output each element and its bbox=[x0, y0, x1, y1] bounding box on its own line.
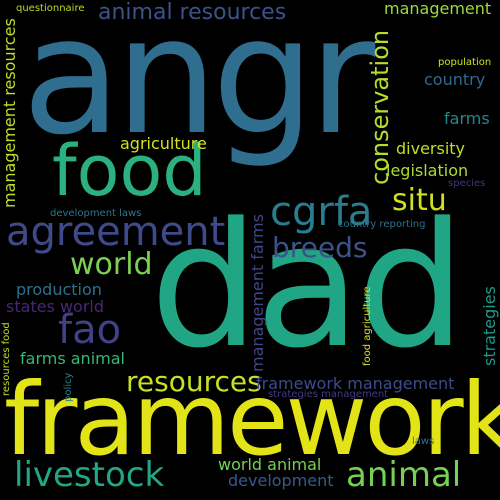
word-country: country bbox=[424, 70, 486, 89]
word-food: food bbox=[52, 130, 207, 212]
word-cgrfa: cgrfa bbox=[270, 189, 373, 235]
word-angr: angr bbox=[22, 0, 375, 171]
word-development-laws: development laws bbox=[50, 208, 142, 219]
word-world: world bbox=[70, 247, 153, 282]
word-fao: fao bbox=[58, 307, 122, 353]
word-dad: dad bbox=[150, 185, 466, 386]
word-management-resources: management resources bbox=[0, 18, 19, 208]
word-species: species bbox=[448, 178, 486, 189]
word-policy: policy bbox=[63, 372, 74, 402]
word-agreement: agreement bbox=[6, 209, 226, 255]
word-questionnaire: questionnaire bbox=[16, 3, 85, 14]
word-production: production bbox=[16, 280, 102, 299]
word-animal: animal bbox=[346, 455, 462, 495]
word-strategies: strategies bbox=[480, 286, 499, 366]
word-management-farms: management farms bbox=[248, 214, 267, 372]
word-situ: situ bbox=[392, 183, 447, 218]
word-country-reporting: country reporting bbox=[338, 219, 426, 230]
word-agriculture: agriculture bbox=[120, 134, 207, 153]
word-world-animal: world animal bbox=[218, 455, 322, 474]
word-resources: resources bbox=[126, 365, 262, 398]
word-farms-animal: farms animal bbox=[20, 349, 125, 368]
word-strategies-management: strategies management bbox=[268, 389, 389, 400]
word-animal-resources: animal resources bbox=[98, 0, 287, 25]
word-diversity: diversity bbox=[396, 139, 466, 158]
word-food-agriculture: food agriculture bbox=[362, 286, 373, 366]
word-framework-management: framework management bbox=[256, 374, 455, 393]
word-development: development bbox=[228, 471, 334, 490]
word-management-top: management bbox=[384, 0, 492, 18]
word-laws: laws bbox=[412, 436, 435, 447]
word-framework: framework bbox=[4, 361, 500, 478]
word-breeds: breeds bbox=[272, 231, 368, 264]
word-livestock: livestock bbox=[14, 455, 165, 495]
word-farms: farms bbox=[444, 109, 490, 128]
word-states-world: states world bbox=[6, 297, 105, 316]
word-population: population bbox=[438, 57, 492, 68]
word-resources-food: resources food bbox=[1, 322, 12, 396]
word-legislation: legislation bbox=[386, 161, 469, 180]
